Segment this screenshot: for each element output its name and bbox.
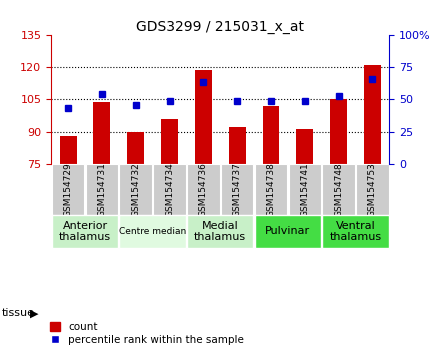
Text: GSM154737: GSM154737 (233, 162, 242, 217)
Bar (120, 164, 152, 215)
Text: GSM154741: GSM154741 (300, 162, 309, 217)
Text: Centre median: Centre median (119, 227, 186, 236)
Text: Anterior
thalamus: Anterior thalamus (59, 221, 111, 242)
Text: GSM154738: GSM154738 (267, 162, 275, 217)
Bar (195, 70, 212, 164)
Bar (229, 127, 246, 164)
Bar (120, 215, 186, 248)
Text: GSM154748: GSM154748 (334, 162, 343, 217)
Bar (154, 164, 186, 215)
Bar (330, 99, 347, 164)
Bar (187, 164, 219, 215)
Bar (161, 119, 178, 164)
Bar (296, 130, 313, 164)
Bar (93, 102, 110, 164)
Bar (86, 164, 118, 215)
Text: GSM154734: GSM154734 (165, 162, 174, 217)
Bar (52, 164, 84, 215)
Text: GSM154736: GSM154736 (199, 162, 208, 217)
Bar (263, 106, 279, 164)
Bar (52, 215, 118, 248)
Text: ▶: ▶ (30, 308, 39, 318)
Bar (127, 132, 144, 164)
Text: GSM154729: GSM154729 (64, 162, 73, 217)
Bar (323, 215, 388, 248)
Text: Medial
thalamus: Medial thalamus (194, 221, 247, 242)
Bar (289, 164, 321, 215)
Bar (356, 164, 388, 215)
Title: GDS3299 / 215031_x_at: GDS3299 / 215031_x_at (136, 21, 304, 34)
Text: GSM154732: GSM154732 (131, 162, 140, 217)
Bar (323, 164, 355, 215)
Text: Pulvinar: Pulvinar (265, 226, 311, 236)
Legend: count, percentile rank within the sample: count, percentile rank within the sample (50, 322, 244, 345)
Text: GSM154753: GSM154753 (368, 162, 377, 217)
Bar (60, 136, 77, 164)
Text: Ventral
thalamus: Ventral thalamus (329, 221, 382, 242)
Bar (255, 215, 321, 248)
Bar (221, 164, 253, 215)
Bar (255, 164, 287, 215)
Bar (364, 65, 381, 164)
Text: GSM154731: GSM154731 (97, 162, 106, 217)
Bar (187, 215, 253, 248)
Text: tissue: tissue (2, 308, 35, 318)
